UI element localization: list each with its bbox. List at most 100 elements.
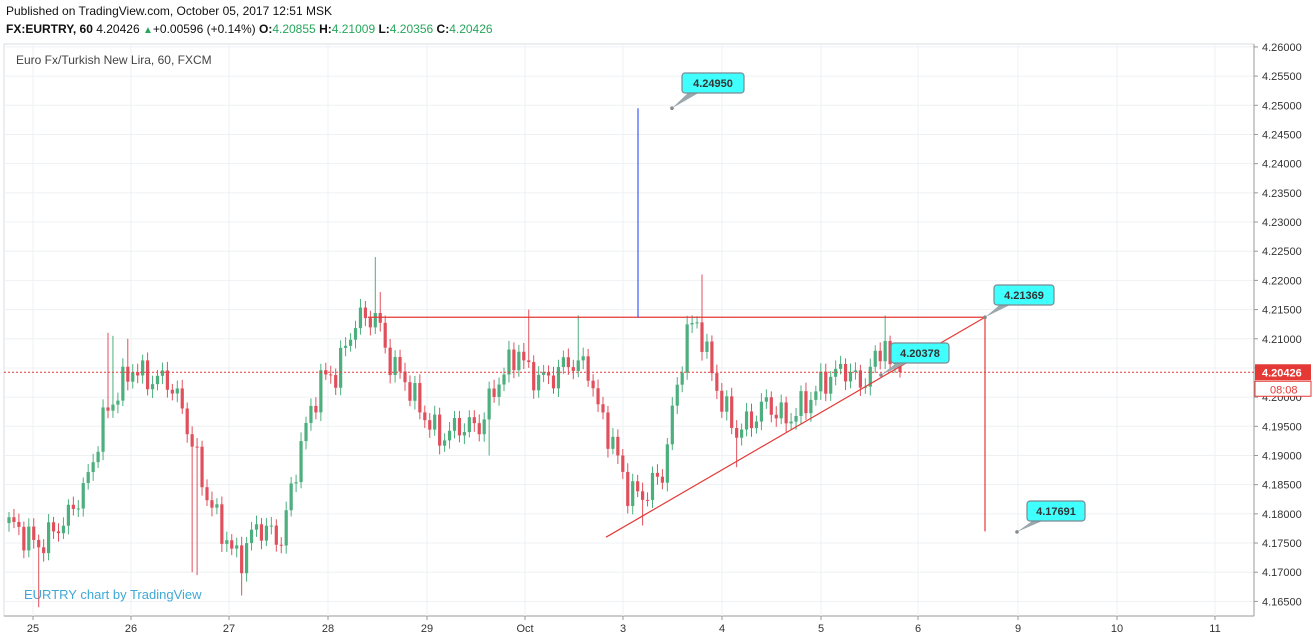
candle-body — [428, 420, 432, 430]
candle-body — [740, 429, 744, 438]
candle-body — [660, 476, 664, 483]
candle-body — [195, 446, 199, 448]
callout-pointer — [985, 303, 1014, 318]
y-tick-label: 4.26000 — [1262, 42, 1302, 54]
candle-body — [175, 388, 179, 394]
symbol-label: FX:EURTRY, 60 — [6, 22, 93, 36]
callout-box[interactable] — [681, 72, 745, 94]
candle-body — [819, 371, 823, 392]
candle-body — [309, 405, 313, 423]
candle-body — [522, 351, 526, 361]
candle-body — [32, 526, 36, 540]
candle-body — [141, 360, 145, 376]
candle-body — [655, 472, 660, 477]
candle-body — [537, 374, 541, 391]
candle-body — [804, 391, 808, 414]
candle-body — [215, 504, 219, 508]
high-label: H: — [319, 22, 332, 36]
candle-body — [388, 347, 392, 375]
candle-body — [51, 522, 56, 532]
last-price-tag — [1255, 364, 1311, 381]
candle-body — [190, 434, 194, 447]
candle-body — [794, 416, 798, 422]
candle-body — [249, 529, 254, 544]
candle-body — [408, 382, 412, 401]
candle-body — [383, 322, 387, 348]
callout-box[interactable] — [1026, 500, 1086, 522]
candle-body — [571, 367, 575, 371]
candle-body — [497, 384, 501, 397]
callout-label: 4.20378 — [900, 348, 940, 360]
y-tick-label: 4.24000 — [1262, 159, 1302, 171]
candle-body — [759, 401, 763, 422]
candle-body — [91, 462, 95, 473]
candle-body — [230, 540, 234, 549]
candle-body — [220, 504, 224, 544]
x-tick-label: 11 — [1209, 623, 1220, 635]
callout-point — [879, 373, 883, 377]
candle-body — [329, 374, 333, 376]
candle-body — [467, 417, 471, 433]
up-arrow-icon: ▲ — [142, 25, 153, 36]
candle-body — [398, 356, 402, 372]
candle-body — [136, 372, 140, 376]
candle-body — [680, 372, 684, 385]
candle-body — [868, 366, 872, 387]
x-tick-label: 4 — [719, 623, 725, 635]
candle-body — [274, 525, 278, 545]
candle-body — [888, 341, 892, 365]
candle-body — [96, 451, 100, 463]
candle-body — [725, 396, 729, 412]
callout-pointer — [1017, 519, 1047, 532]
candle-body — [730, 396, 734, 428]
countdown-label: 08:08 — [1270, 384, 1298, 396]
candle-body — [824, 371, 828, 394]
candle-body — [527, 360, 531, 363]
candle-body — [126, 366, 130, 382]
candle-body — [566, 357, 570, 368]
y-tick-label: 4.17000 — [1262, 567, 1302, 579]
candle-body — [477, 423, 481, 435]
callout-label: 4.21369 — [1004, 290, 1044, 302]
y-tick-label: 4.18000 — [1262, 509, 1302, 521]
candle-body — [42, 547, 46, 554]
callout-point — [670, 106, 674, 111]
x-tick-label: 10 — [1111, 623, 1123, 635]
candle-body — [353, 328, 358, 340]
candle-body — [814, 391, 818, 400]
candle-body — [210, 500, 214, 508]
candle-body — [764, 397, 768, 402]
x-tick-label: 3 — [620, 623, 626, 635]
candle-body — [665, 444, 669, 483]
candle-body — [472, 417, 476, 424]
candle-body — [809, 399, 813, 414]
candle-body — [641, 491, 645, 500]
candle-body — [403, 371, 407, 383]
candle-body — [358, 307, 363, 329]
candle-body — [344, 345, 348, 348]
candle-body — [121, 366, 125, 401]
candle-body — [170, 389, 174, 394]
candle-body — [106, 407, 110, 411]
callout-pointer — [881, 361, 911, 376]
published-text: Published on TradingView.com, October 05… — [6, 4, 332, 18]
candle-body — [720, 390, 724, 412]
candle-body — [834, 368, 838, 377]
candle-body — [749, 411, 754, 429]
candle-body — [245, 543, 249, 574]
candle-body — [556, 367, 561, 389]
callout-box[interactable] — [890, 342, 950, 364]
callout-box[interactable] — [993, 284, 1055, 306]
candle-body — [200, 446, 204, 488]
y-tick-label: 4.23000 — [1262, 217, 1302, 229]
y-tick-label: 4.17500 — [1262, 538, 1302, 550]
candle-body — [705, 341, 709, 352]
candle-body — [373, 312, 377, 328]
candle-body — [784, 402, 788, 424]
candle-body — [621, 455, 625, 472]
y-tick-label: 4.22500 — [1262, 246, 1302, 258]
candle-body — [626, 471, 630, 506]
candle-body — [507, 349, 511, 375]
candle-body — [205, 487, 209, 501]
